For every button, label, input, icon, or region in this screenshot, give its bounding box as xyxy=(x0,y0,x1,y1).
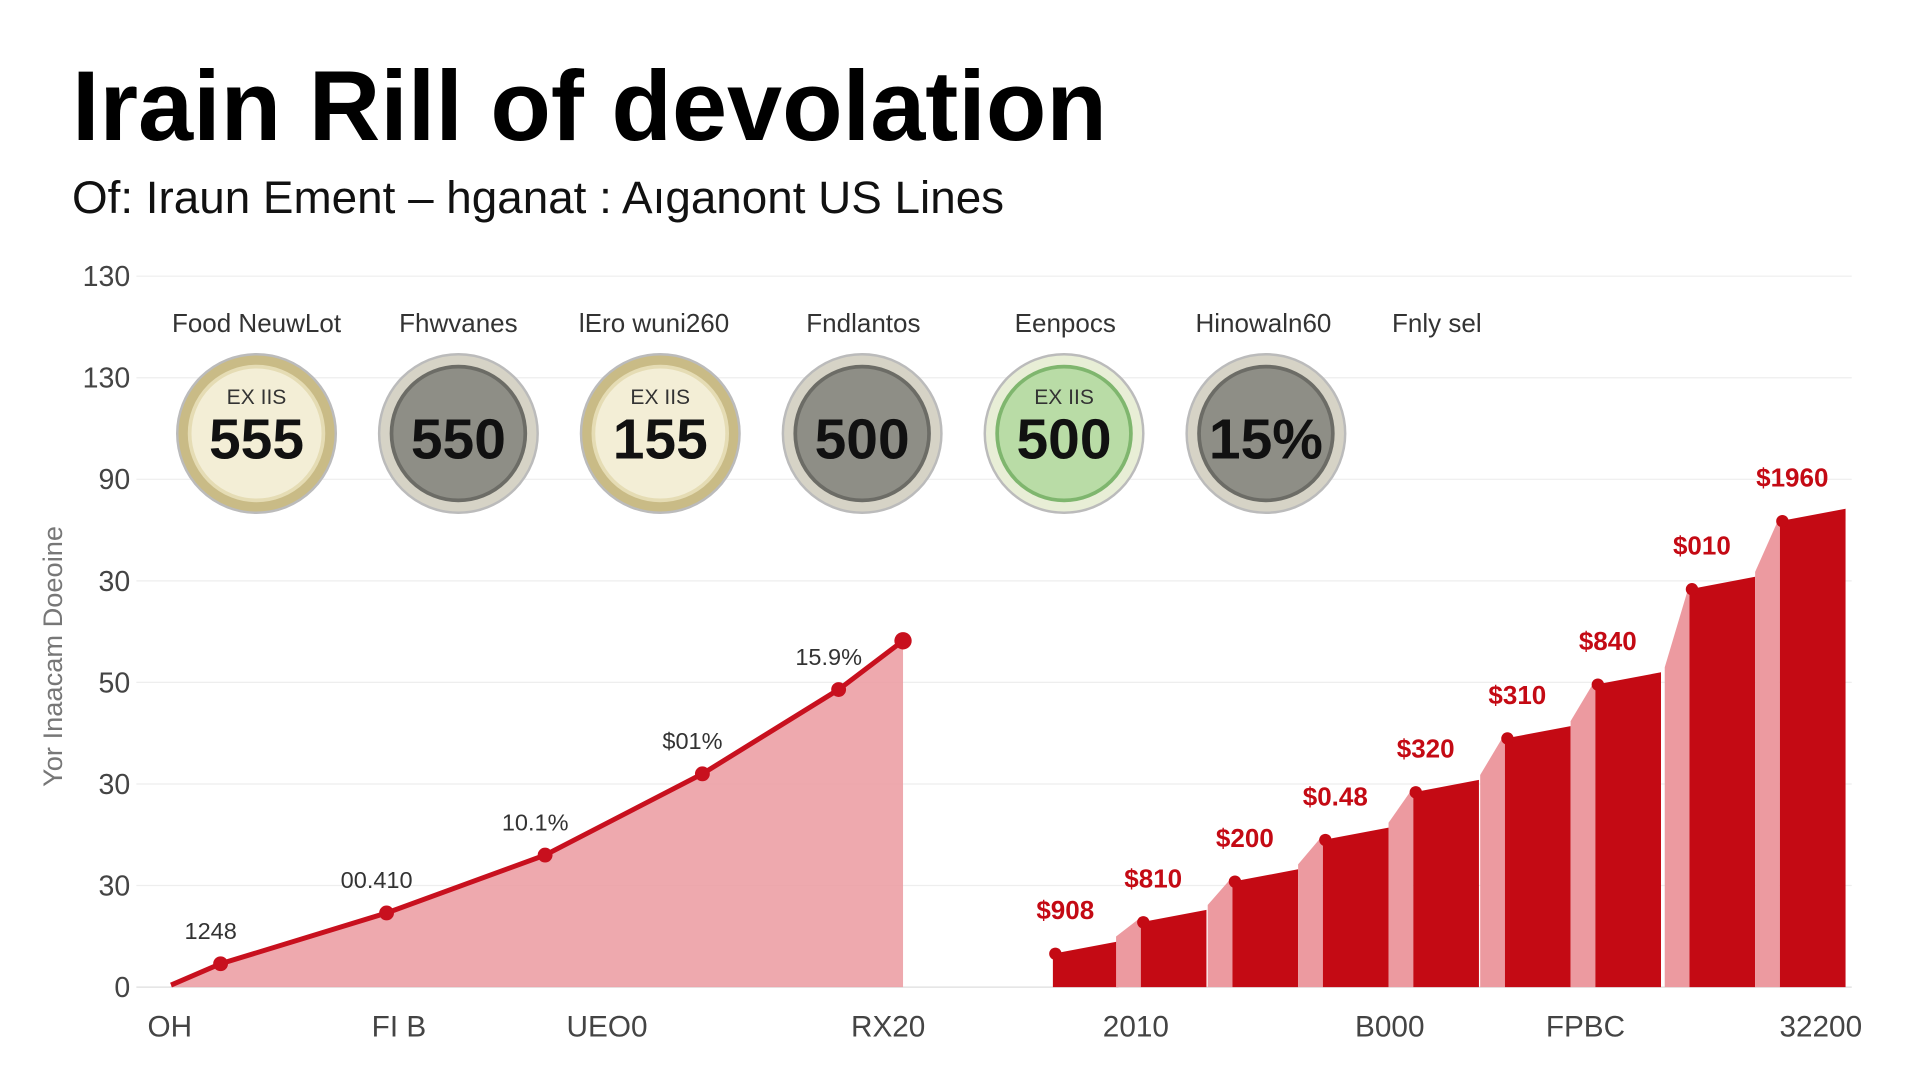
area xyxy=(171,640,904,988)
bar-value-label: $1960 xyxy=(1756,462,1828,492)
coin-text: 500 xyxy=(815,407,910,471)
coin-label: Hinowaln60 xyxy=(1196,308,1332,338)
bar xyxy=(1052,941,1119,988)
line-point xyxy=(831,682,847,697)
line-point xyxy=(537,847,553,863)
bar-point xyxy=(1228,875,1242,888)
bar xyxy=(1779,508,1846,988)
coin-face xyxy=(1197,364,1335,503)
bar xyxy=(1689,576,1756,988)
bar-value-label: $200 xyxy=(1216,823,1274,853)
x-tick-label: RX20 xyxy=(851,1011,925,1044)
y-tick-label: 90 xyxy=(99,464,131,496)
x-tick-label: FPBC xyxy=(1546,1011,1625,1044)
bar-value-label: $810 xyxy=(1124,864,1182,894)
x-tick-label: B000 xyxy=(1355,1011,1424,1044)
line-point xyxy=(694,766,710,782)
coin-label: lEro wuni260 xyxy=(579,308,729,338)
coin-label: Fndlantos xyxy=(806,308,920,338)
point-label: $01% xyxy=(662,728,722,754)
point-label: 1248 xyxy=(185,918,237,944)
bar-value-label: $0.48 xyxy=(1303,781,1368,811)
coin-label: Fnly sel xyxy=(1392,308,1482,338)
bar-gap xyxy=(1388,787,1414,988)
y-axis-label: Yor Inaacam Doeoine xyxy=(37,526,68,787)
bar-value-label: $840 xyxy=(1579,626,1637,656)
bar xyxy=(1595,672,1662,988)
coin-text: 155 xyxy=(613,407,708,471)
coin-face xyxy=(793,364,931,503)
bar-gap xyxy=(1755,516,1780,988)
y-tick-label: 0 xyxy=(114,972,130,1004)
bar xyxy=(1322,827,1389,988)
bar-point xyxy=(1591,678,1605,691)
bar-gap xyxy=(1207,876,1233,988)
bar-point xyxy=(1685,583,1699,596)
bar-point xyxy=(1049,947,1062,960)
line-point xyxy=(379,905,394,921)
coin-label: Fhwvanes xyxy=(399,308,518,338)
bar-gap xyxy=(1570,679,1596,988)
coin-text: 500 xyxy=(1017,407,1112,471)
x-tick-label: 2010 xyxy=(1103,1011,1169,1044)
coin-face xyxy=(591,364,730,503)
y-tick-label: 130 xyxy=(83,363,131,395)
bar-point xyxy=(1319,833,1332,847)
bar-point xyxy=(1501,732,1514,745)
y-tick-label: 50 xyxy=(99,667,131,699)
bar-gap xyxy=(1664,584,1690,988)
bar xyxy=(1504,726,1571,988)
coin-top-text: EX IIS xyxy=(630,386,690,409)
bar-point xyxy=(1776,514,1789,528)
y-tick-label: 30 xyxy=(99,870,131,902)
coin-text: 550 xyxy=(411,407,506,471)
bar-point xyxy=(1409,786,1422,799)
x-tick-label: OH xyxy=(148,1011,193,1044)
chart-title: Irain Rill of devolation xyxy=(72,50,1107,161)
bar-value-label: $908 xyxy=(1036,895,1094,925)
x-tick-label: UEO0 xyxy=(567,1011,648,1044)
bar xyxy=(1232,869,1299,988)
bar xyxy=(1413,779,1479,988)
chart-subtitle: Of: Iraun Ement – hganat : Aıganont US L… xyxy=(72,172,1004,223)
line-point xyxy=(894,632,912,650)
coin-text: 15% xyxy=(1209,407,1323,471)
coin-top-text: EX IIS xyxy=(1034,386,1094,409)
bar-value-label: $310 xyxy=(1488,680,1546,710)
coin-face xyxy=(389,364,528,503)
point-label: 00.410 xyxy=(341,867,413,893)
y-tick-label: 30 xyxy=(99,566,131,598)
coin-face xyxy=(187,364,326,503)
coin-label: Food NeuwLot xyxy=(172,308,342,338)
coin-top-text: EX IIS xyxy=(227,386,287,409)
y-tick-label: 130 xyxy=(83,261,131,293)
point-label: 15.9% xyxy=(795,644,862,670)
bar-gap xyxy=(1480,733,1505,988)
coin-text: 555 xyxy=(209,407,304,471)
point-label: 10.1% xyxy=(502,809,569,835)
bar-point xyxy=(1137,916,1150,929)
bar-value-label: $320 xyxy=(1397,734,1455,764)
bar xyxy=(1140,909,1207,988)
x-tick-label: FI B xyxy=(372,1011,426,1044)
coin-face xyxy=(995,364,1133,503)
coin-label: Eenpocs xyxy=(1015,308,1116,338)
bar-gap xyxy=(1116,917,1141,988)
bar-gap xyxy=(1298,835,1323,988)
bar-value-label: $010 xyxy=(1673,531,1731,561)
y-tick-label: 30 xyxy=(99,769,131,801)
line-point xyxy=(213,956,229,972)
x-tick-label: 32200 xyxy=(1779,1011,1862,1044)
